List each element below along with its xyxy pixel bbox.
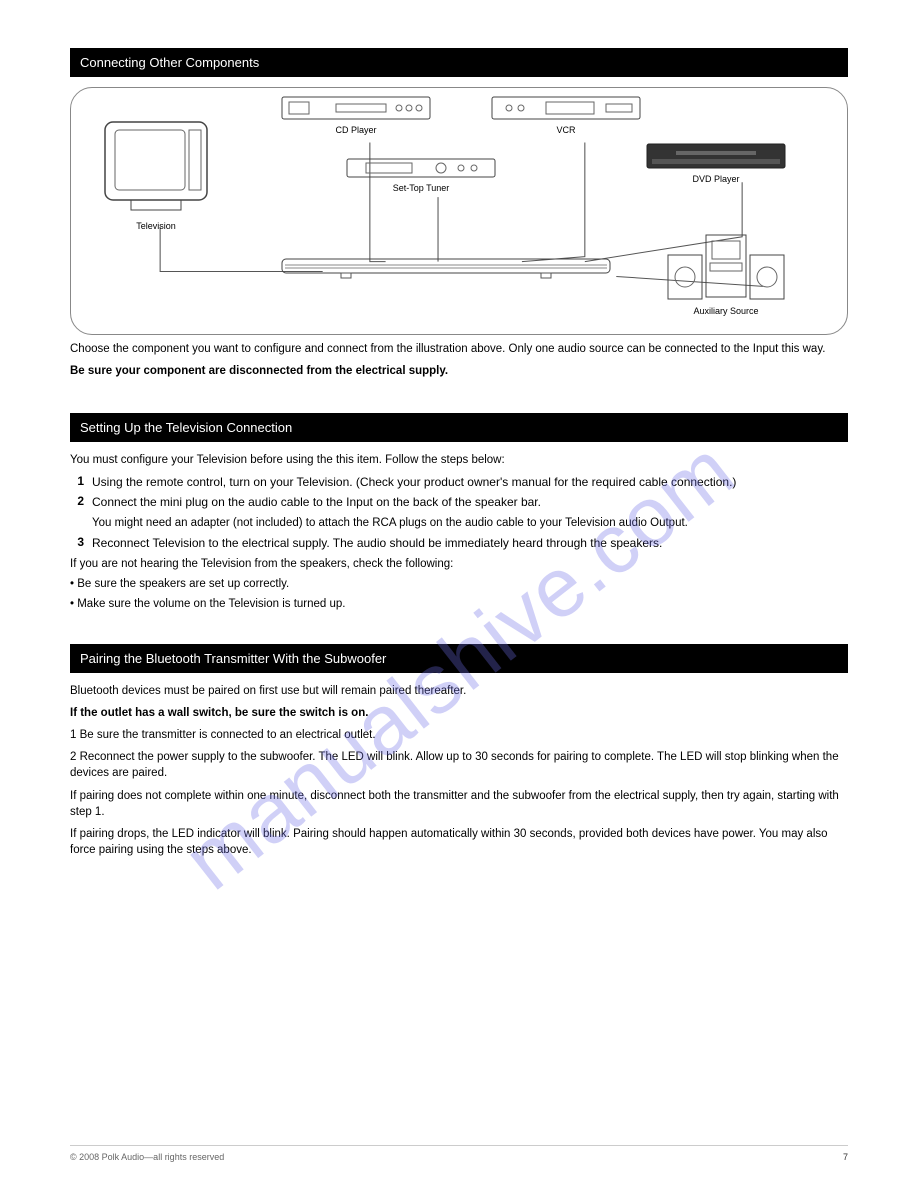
s2-note1: You might need an adapter (not included)… (92, 515, 848, 531)
s3-p5: If pairing drops, the LED indicator will… (70, 826, 848, 858)
s3-p0: Bluetooth devices must be paired on firs… (70, 683, 848, 699)
section2-body: You must configure your Television befor… (70, 452, 848, 612)
device-soundbar (281, 256, 611, 280)
s2-intro: You must configure your Television befor… (70, 452, 848, 468)
s1-p2: Be sure your component are disconnected … (70, 363, 848, 379)
section2-title: Setting Up the Television Connection (70, 413, 848, 442)
section3-title: Pairing the Bluetooth Transmitter With t… (70, 644, 848, 673)
section1-title: Connecting Other Components (70, 48, 848, 77)
device-tv: Television (96, 118, 216, 231)
label-cd: CD Player (281, 125, 431, 135)
connection-diagram: Television CD Player Set-Top Tuner (70, 87, 848, 335)
s3-p3: 2 Reconnect the power supply to the subw… (70, 749, 848, 781)
device-vcr: VCR (491, 96, 641, 135)
footer-page: 7 (843, 1152, 848, 1162)
s2-b1: • Be sure the speakers are set up correc… (70, 576, 848, 592)
s2-step1: 1Using the remote control, turn on your … (70, 474, 848, 491)
device-cd: CD Player (281, 96, 431, 135)
label-aux: Auxiliary Source (661, 306, 791, 316)
label-vcr: VCR (491, 125, 641, 135)
device-tuner: Set-Top Tuner (346, 158, 496, 193)
footer-left: © 2008 Polk Audio—all rights reserved (70, 1152, 224, 1162)
label-dvd: DVD Player (646, 174, 786, 184)
s2-b2: • Make sure the volume on the Television… (70, 596, 848, 612)
s2-check: If you are not hearing the Television fr… (70, 556, 848, 572)
label-tuner: Set-Top Tuner (346, 183, 496, 193)
s3-p4: If pairing does not complete within one … (70, 788, 848, 820)
section3-body: Bluetooth devices must be paired on firs… (70, 683, 848, 858)
s3-p1: If the outlet has a wall switch, be sure… (70, 705, 848, 721)
s2-step3: 3Reconnect Television to the electrical … (70, 535, 848, 552)
s3-p2: 1 Be sure the transmitter is connected t… (70, 727, 848, 743)
s1-p1: Choose the component you want to configu… (70, 341, 848, 357)
device-dvd: DVD Player (646, 143, 786, 184)
s2-step2: 2Connect the mini plug on the audio cabl… (70, 494, 848, 511)
label-tv: Television (96, 221, 216, 231)
page-footer: © 2008 Polk Audio—all rights reserved 7 (70, 1145, 848, 1162)
device-aux: Auxiliary Source (661, 233, 791, 316)
section1-body: Choose the component you want to configu… (70, 341, 848, 379)
